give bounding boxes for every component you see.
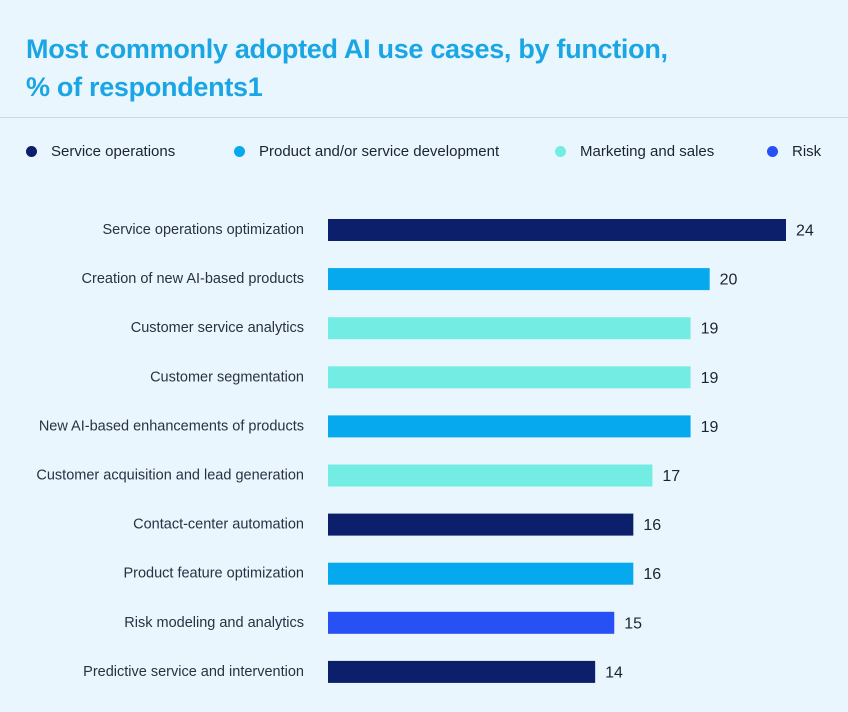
legend-dot-icon <box>555 146 566 157</box>
category-label: Customer service analytics <box>131 320 304 336</box>
legend-label: Marketing and sales <box>580 143 715 160</box>
bar <box>328 366 691 389</box>
bar <box>328 317 691 340</box>
value-label: 19 <box>701 321 719 338</box>
bar <box>328 513 634 536</box>
chart-title-line-1: Most commonly adopted AI use cases, by f… <box>26 34 668 64</box>
legend-item-risk: Risk <box>767 143 821 160</box>
category-label: Product feature optimization <box>123 566 304 582</box>
value-label: 24 <box>796 223 814 240</box>
category-label: Predictive service and intervention <box>83 664 304 680</box>
bar <box>328 611 615 634</box>
bar <box>328 268 710 291</box>
value-label: 17 <box>662 468 680 485</box>
bar <box>328 464 653 487</box>
value-label: 15 <box>624 615 642 632</box>
value-label: 20 <box>720 272 738 289</box>
category-label: Risk modeling and analytics <box>124 615 304 631</box>
legend: Service operations Product and/or servic… <box>0 143 848 167</box>
value-label: 16 <box>643 566 661 583</box>
bar <box>328 415 691 438</box>
chart-title-line-2: % of respondents1 <box>26 72 263 102</box>
legend-label: Risk <box>792 143 822 160</box>
value-label: 19 <box>701 370 719 387</box>
legend-item-service-operations: Service operations <box>26 143 175 160</box>
legend-item-marketing-sales: Marketing and sales <box>555 143 714 160</box>
bar <box>328 562 634 585</box>
legend-dot-icon <box>767 146 778 157</box>
category-label: Customer acquisition and lead generation <box>36 468 304 484</box>
category-label: Customer segmentation <box>150 369 304 385</box>
legend-item-product-development: Product and/or service development <box>234 143 499 160</box>
category-label: Contact-center automation <box>133 517 304 533</box>
chart-title: Most commonly adopted AI use cases, by f… <box>26 30 806 106</box>
bar <box>328 219 786 241</box>
legend-label: Product and/or service development <box>259 143 500 160</box>
legend-label: Service operations <box>51 143 176 160</box>
value-label: 16 <box>643 517 661 534</box>
bar <box>328 660 596 683</box>
divider <box>0 117 848 118</box>
category-label: Service operations optimization <box>103 222 305 238</box>
legend-dot-icon <box>234 146 245 157</box>
legend-dot-icon <box>26 146 37 157</box>
category-label: Creation of new AI-based products <box>82 271 304 287</box>
value-label: 19 <box>701 419 719 436</box>
value-label: 14 <box>605 664 623 681</box>
category-label: New AI-based enhancements of products <box>39 418 304 434</box>
